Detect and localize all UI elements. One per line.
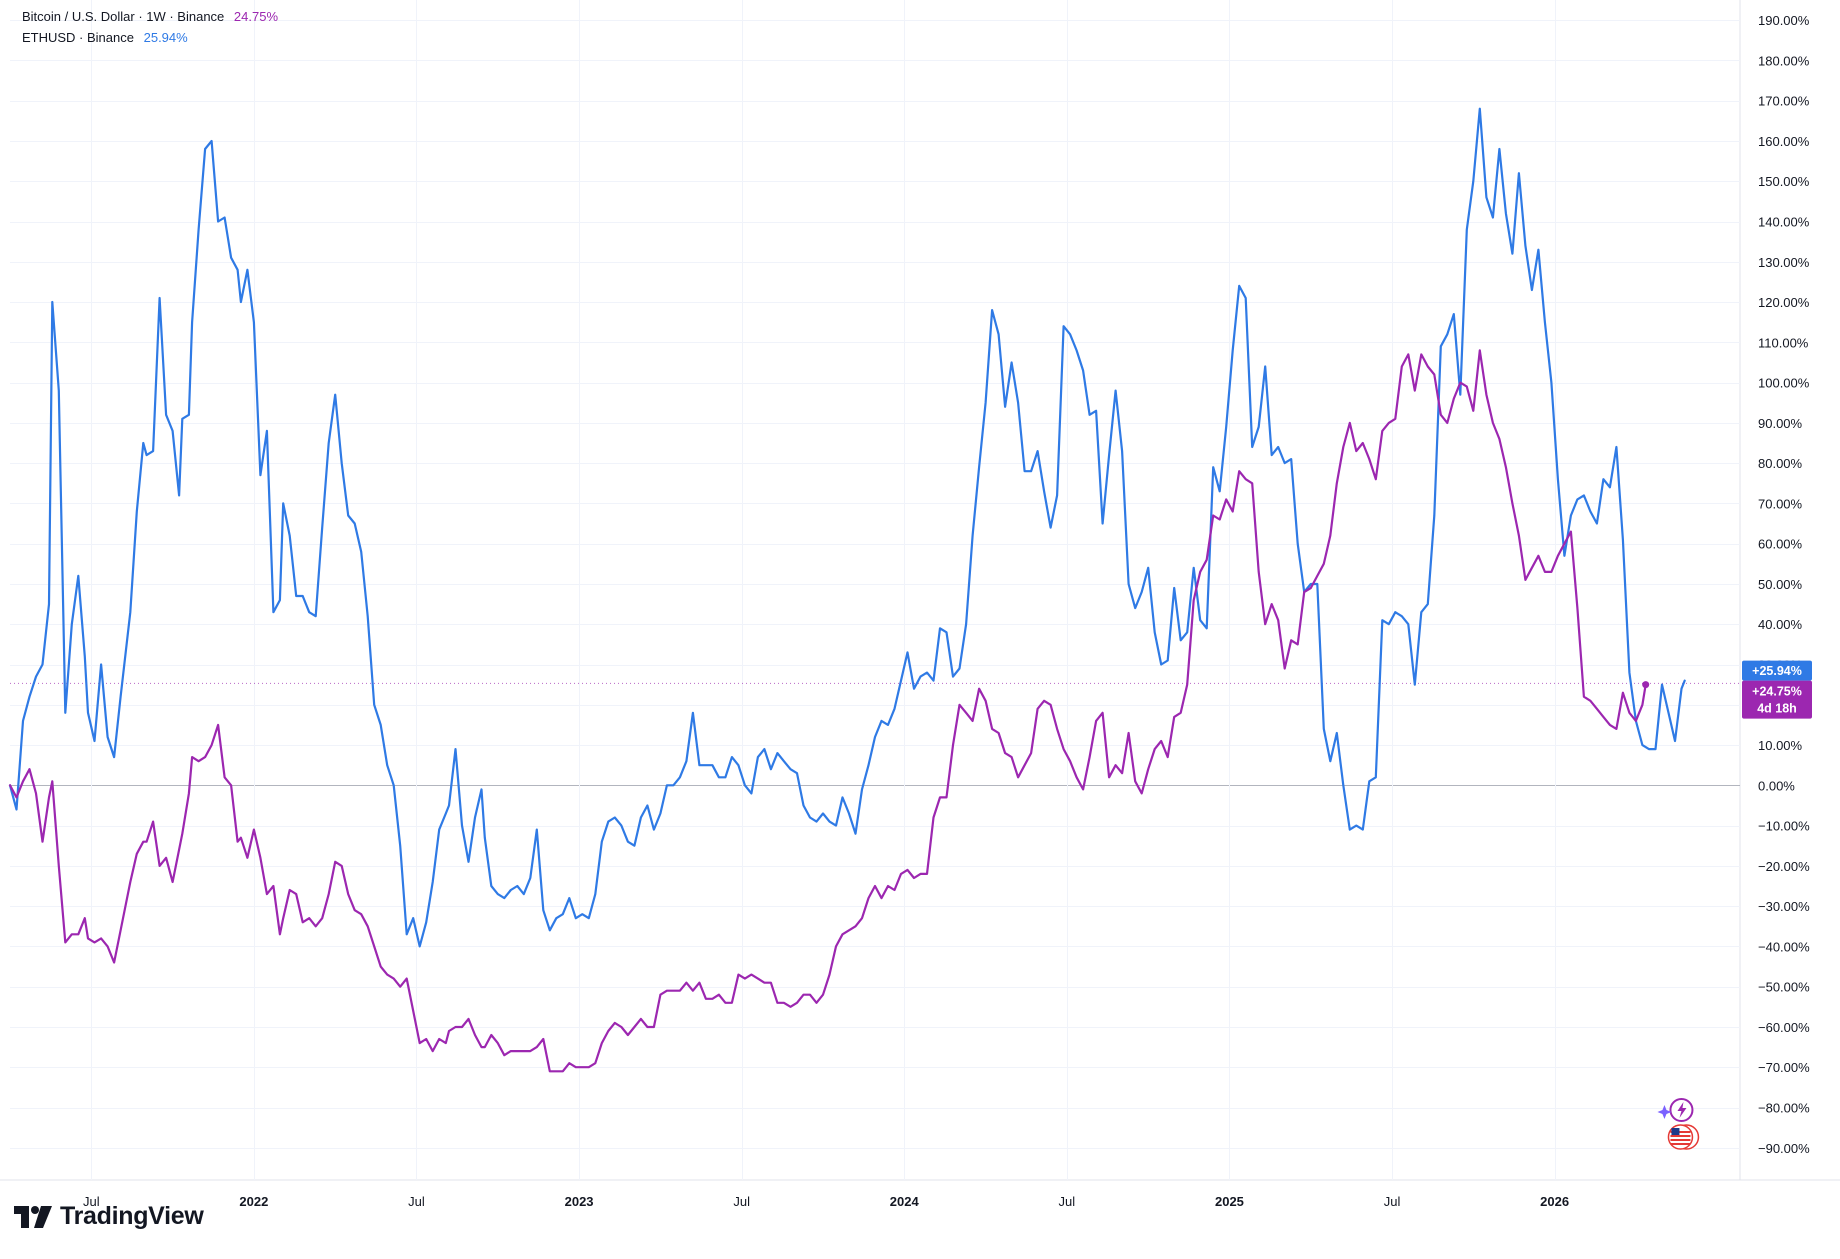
- eth-series-line: [8, 107, 1686, 948]
- x-tick-label: 2026: [1540, 1194, 1569, 1209]
- y-tick-label: 170.00%: [1758, 94, 1810, 109]
- flag-stripe: [1670, 1139, 1691, 1141]
- y-tick-label: −20.00%: [1758, 859, 1810, 874]
- y-tick-label: −80.00%: [1758, 1101, 1810, 1116]
- y-tick-label: 160.00%: [1758, 134, 1810, 149]
- chart-legend: Bitcoin / U.S. Dollar · 1W · Binance 24.…: [22, 6, 278, 48]
- y-tick-label: −50.00%: [1758, 980, 1810, 995]
- bar-countdown-text: 4d 18h: [1757, 702, 1797, 716]
- y-tick-label: 180.00%: [1758, 53, 1810, 68]
- lightning-icon-bolt: [1677, 1102, 1687, 1118]
- y-tick-label: 110.00%: [1758, 335, 1809, 350]
- us-flag-icon[interactable]: [1667, 1124, 1700, 1150]
- flag-canton: [1671, 1128, 1680, 1135]
- x-tick-label: Jul: [733, 1194, 750, 1209]
- y-tick-label: 100.00%: [1758, 376, 1810, 391]
- y-tick-label: −90.00%: [1758, 1141, 1810, 1156]
- y-tick-label: 120.00%: [1758, 295, 1810, 310]
- y-tick-label: 60.00%: [1758, 537, 1803, 552]
- eth-price-tag-text: +25.94%: [1752, 664, 1802, 678]
- btc-series-line: [8, 349, 1647, 1073]
- x-tick-label: 2022: [239, 1194, 268, 1209]
- series-layer: [8, 107, 1686, 1073]
- legend-row-btc[interactable]: Bitcoin / U.S. Dollar · 1W · Binance 24.…: [22, 6, 278, 27]
- tradingview-logo-icon: [14, 1205, 52, 1228]
- flag-stripe: [1670, 1135, 1691, 1137]
- y-tick-label: 80.00%: [1758, 456, 1803, 471]
- x-tick-label: Jul: [83, 1194, 100, 1209]
- y-tick-label: 90.00%: [1758, 416, 1803, 431]
- price-tags: +25.94% +24.75% 4d 18h: [1742, 660, 1812, 719]
- y-tick-label: −10.00%: [1758, 819, 1810, 834]
- eth-price-tag: [1742, 660, 1812, 681]
- x-tick-label: Jul: [1384, 1194, 1401, 1209]
- x-tick-label: Jul: [408, 1194, 425, 1209]
- legend-row-eth[interactable]: ETHUSD · Binance 25.94%: [22, 27, 278, 48]
- legend-eth-value: 25.94%: [143, 30, 188, 45]
- y-tick-label: 50.00%: [1758, 577, 1803, 592]
- legend-btc-label: Bitcoin / U.S. Dollar · 1W · Binance: [22, 9, 225, 24]
- y-tick-label: 10.00%: [1758, 738, 1803, 753]
- y-tick-label: −40.00%: [1758, 939, 1810, 954]
- x-axis: Jul 2022 Jul 2023 Jul 2024 Jul 2025 Jul 2026: [83, 1194, 1569, 1209]
- x-tick-label: Jul: [1059, 1194, 1076, 1209]
- btc-price-tag-text: +24.75%: [1752, 685, 1802, 699]
- y-tick-label: 40.00%: [1758, 617, 1803, 632]
- x-tick-label: 2023: [565, 1194, 594, 1209]
- lightning-icon[interactable]: [1657, 1098, 1694, 1122]
- chart-icons: [1657, 1098, 1700, 1150]
- sparkle-icon: [1657, 1105, 1672, 1119]
- flag-stripe: [1670, 1143, 1691, 1145]
- legend-btc-value: 24.75%: [233, 9, 279, 24]
- y-tick-label: 0.00%: [1758, 778, 1795, 793]
- y-tick-label: 140.00%: [1758, 215, 1810, 230]
- y-tick-label: −30.00%: [1758, 899, 1810, 914]
- grid-layer: [0, 0, 1840, 1181]
- btc-last-point: [1642, 681, 1650, 689]
- x-tick-label: 2025: [1215, 1194, 1244, 1209]
- tradingview-logo[interactable]: TradingView: [14, 1202, 204, 1231]
- y-tick-label: 130.00%: [1758, 255, 1810, 270]
- y-tick-label: −70.00%: [1758, 1060, 1810, 1075]
- btc-price-tag: [1742, 680, 1812, 719]
- y-tick-label: −60.00%: [1758, 1020, 1810, 1035]
- y-axis: 190.00% 180.00% 170.00% 160.00% 150.00% 140.0…: [1758, 13, 1810, 1156]
- x-tick-label: 2024: [890, 1194, 920, 1209]
- y-tick-label: 70.00%: [1758, 496, 1803, 511]
- y-tick-label: 190.00%: [1758, 13, 1810, 28]
- y-tick-label: 150.00%: [1758, 174, 1810, 189]
- flag-stripe: [1670, 1131, 1691, 1133]
- brand-name: TradingView: [60, 1202, 204, 1230]
- legend-eth-label: ETHUSD · Binance: [22, 30, 134, 45]
